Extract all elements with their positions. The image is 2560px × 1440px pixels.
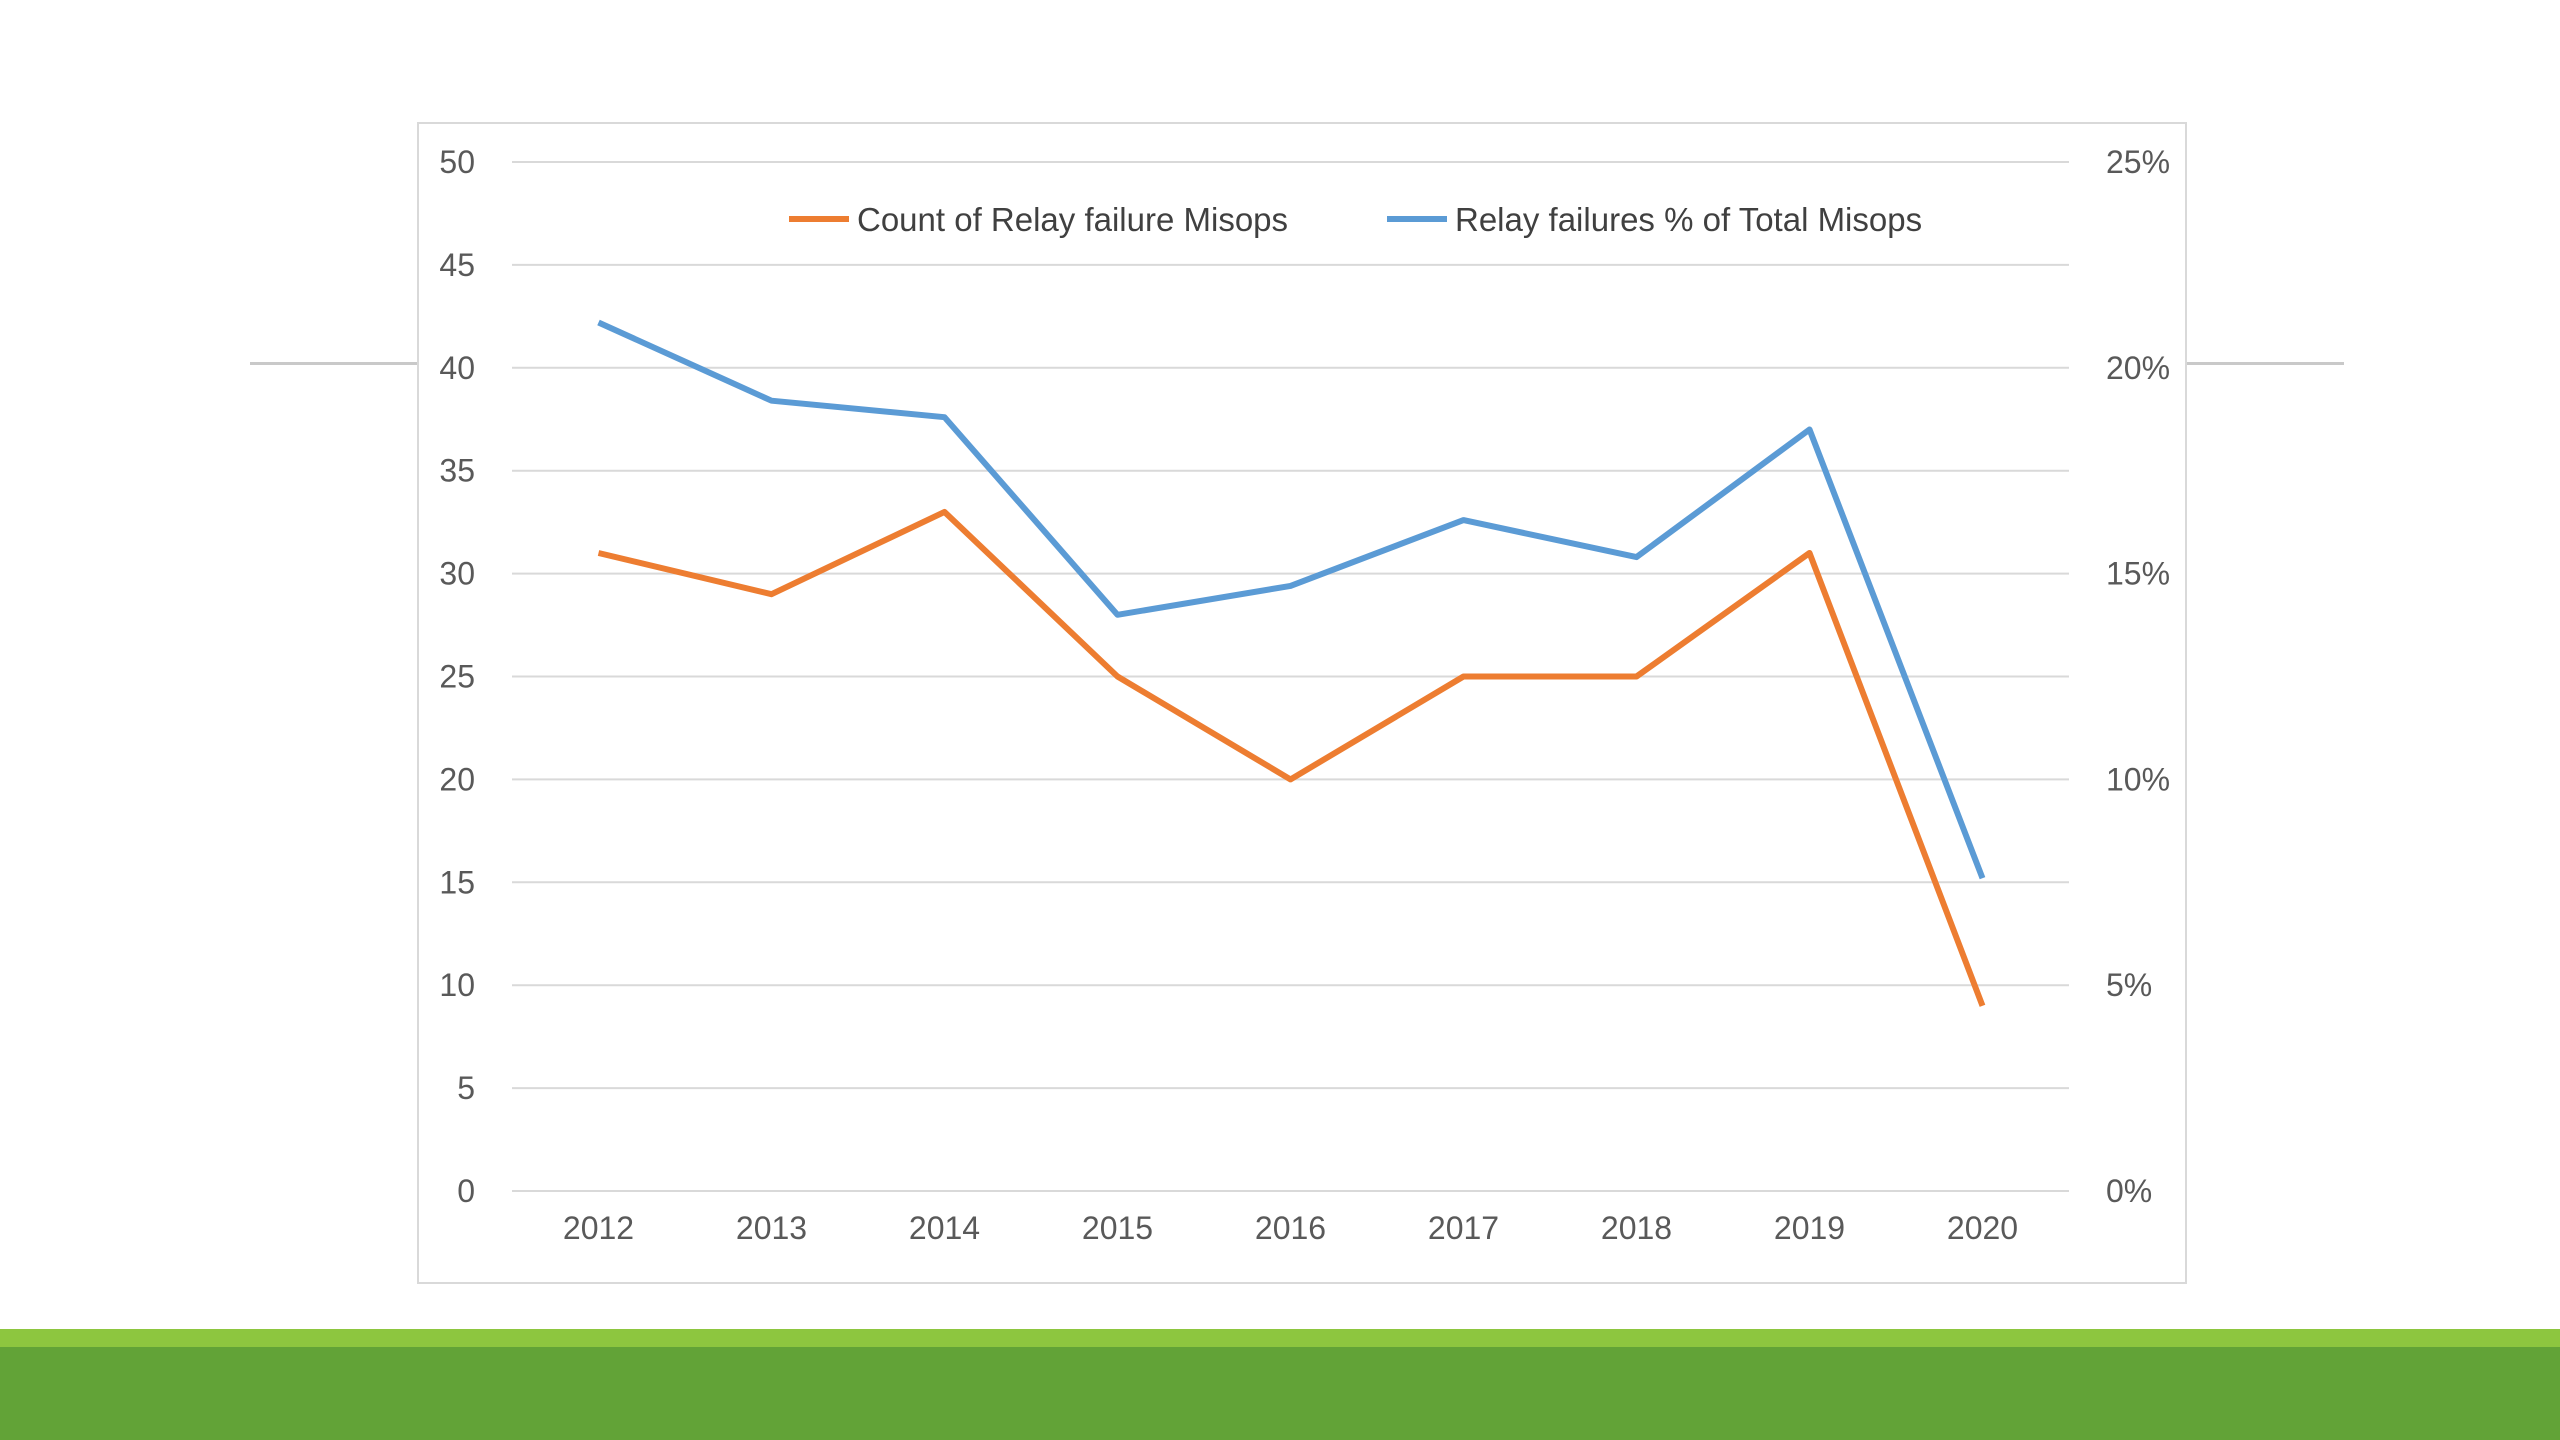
y-right-tick-label: 15%	[2106, 556, 2170, 592]
y-left-tick-label: 30	[439, 556, 475, 592]
x-axis-ticks: 2012 2013 2014 2015 2016 2017 2018 2019 2020	[563, 1210, 2018, 1246]
x-tick-label: 2017	[1428, 1210, 1499, 1246]
y-axis-left-ticks: 0 5 10 15 20 25 30 35 40 45 50	[439, 144, 475, 1209]
relay-failure-chart: 0 5 10 15 20 25 30 35 40 45 50 0% 5% 10% 15% 20% 25% 20…	[439, 144, 2170, 1246]
decorative-line-left	[250, 362, 418, 365]
x-tick-label: 2018	[1601, 1210, 1672, 1246]
series-line-relay-failure-percent	[597, 319, 1986, 880]
y-left-tick-label: 5	[457, 1070, 475, 1106]
legend: Count of Relay failure Misops Relay failu…	[789, 201, 1922, 238]
x-tick-label: 2016	[1255, 1210, 1326, 1246]
y-right-tick-label: 10%	[2106, 761, 2170, 797]
y-left-tick-label: 15	[439, 864, 475, 900]
legend-label: Relay failures % of Total Misops	[1455, 201, 1922, 238]
y-axis-right-ticks: 0% 5% 10% 15% 20% 25%	[2106, 144, 2170, 1209]
y-right-tick-label: 25%	[2106, 144, 2170, 180]
legend-label: Count of Relay failure Misops	[857, 201, 1288, 238]
x-tick-label: 2014	[909, 1210, 980, 1246]
x-tick-label: 2015	[1082, 1210, 1153, 1246]
y-left-tick-label: 10	[439, 967, 475, 1003]
y-left-tick-label: 25	[439, 659, 475, 695]
y-right-tick-label: 5%	[2106, 967, 2152, 1003]
y-left-tick-label: 40	[439, 350, 475, 386]
series-line-relay-failure-count	[597, 508, 1986, 1007]
decorative-line-right	[2186, 362, 2344, 365]
gridlines	[512, 161, 2069, 1192]
y-left-tick-label: 45	[439, 247, 475, 283]
footer-band-light	[0, 1329, 2560, 1347]
y-right-tick-label: 20%	[2106, 350, 2170, 386]
y-right-tick-label: 0%	[2106, 1173, 2152, 1209]
y-left-tick-label: 35	[439, 453, 475, 489]
x-tick-label: 2013	[736, 1210, 807, 1246]
y-left-tick-label: 0	[457, 1173, 475, 1209]
series-lines	[597, 319, 1986, 1007]
y-left-tick-label: 50	[439, 144, 475, 180]
x-tick-label: 2012	[563, 1210, 634, 1246]
x-tick-label: 2020	[1947, 1210, 2018, 1246]
y-left-tick-label: 20	[439, 761, 475, 797]
footer-band-dark	[0, 1347, 2560, 1440]
x-tick-label: 2019	[1774, 1210, 1845, 1246]
chart-frame: 0 5 10 15 20 25 30 35 40 45 50 0% 5% 10% 15% 20% 25% 20…	[417, 122, 2187, 1284]
